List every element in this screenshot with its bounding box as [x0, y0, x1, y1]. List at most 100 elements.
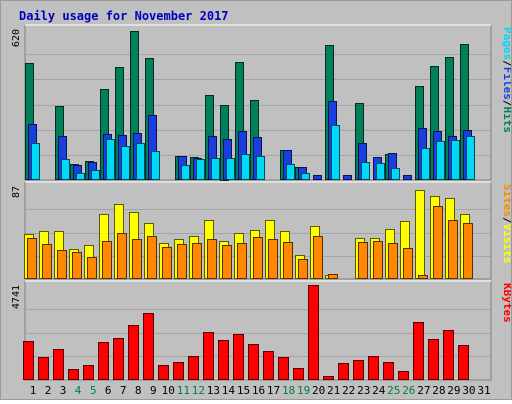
bar-kbytes-day-9 — [143, 313, 154, 380]
x-tick-day-13: 13 — [207, 384, 220, 397]
bar-pages-day-24 — [376, 163, 385, 180]
legend-entry: / — [501, 60, 511, 67]
bar-pages-day-28 — [436, 141, 445, 180]
x-tick-day-11: 11 — [177, 384, 190, 397]
bar-sites-day-3 — [57, 250, 67, 279]
legend-entry: Visits — [501, 224, 511, 264]
bar-kbytes-day-14 — [218, 340, 229, 380]
bar-sites-day-30 — [463, 223, 473, 279]
bar-files-day-26 — [403, 175, 412, 180]
x-tick-day-25: 25 — [387, 384, 400, 397]
bar-sites-day-12 — [192, 243, 202, 279]
bar-kbytes-day-24 — [368, 356, 379, 380]
bar-sites-day-5 — [87, 257, 97, 279]
bar-pages-day-15 — [241, 154, 250, 180]
bar-sites-day-20 — [313, 236, 323, 279]
bar-sites-day-7 — [117, 233, 127, 279]
bar-kbytes-day-13 — [203, 332, 214, 380]
bar-pages-day-18 — [286, 164, 295, 180]
bar-files-day-22 — [343, 175, 352, 180]
bar-pages-day-16 — [256, 156, 265, 180]
bar-sites-day-14 — [222, 245, 232, 279]
x-tick-day-3: 3 — [60, 384, 67, 397]
bar-kbytes-day-5 — [83, 365, 94, 380]
x-tick-day-22: 22 — [342, 384, 355, 397]
bar-sites-day-23 — [358, 242, 368, 279]
bar-sites-day-26 — [403, 248, 413, 279]
x-tick-day-20: 20 — [312, 384, 325, 397]
x-tick-day-30: 30 — [462, 384, 475, 397]
bar-sites-day-11 — [177, 244, 187, 279]
bar-sites-day-8 — [132, 239, 142, 279]
bar-kbytes-day-1 — [23, 341, 34, 380]
bar-sites-day-18 — [283, 242, 293, 279]
legend-entry: Pages — [501, 27, 511, 60]
bar-kbytes-day-25 — [383, 362, 394, 380]
bar-sites-day-13 — [207, 239, 217, 279]
y-max-label-visits-sites: 87 — [11, 186, 22, 198]
bar-pages-day-4 — [76, 173, 85, 180]
x-tick-day-8: 8 — [135, 384, 142, 397]
bar-pages-day-11 — [181, 165, 190, 180]
bar-sites-day-28 — [433, 206, 443, 279]
x-tick-day-18: 18 — [282, 384, 295, 397]
bar-pages-day-23 — [361, 162, 370, 180]
bar-kbytes-day-27 — [413, 322, 424, 380]
bar-kbytes-day-10 — [158, 365, 169, 380]
bar-pages-day-19 — [301, 173, 310, 180]
legend-entry: KBytes — [501, 283, 511, 323]
bar-files-day-20 — [313, 175, 322, 180]
bar-pages-day-12 — [196, 159, 205, 180]
legend-entry: / — [501, 100, 511, 107]
bar-kbytes-day-21 — [323, 376, 334, 380]
y-max-label-hits-files-pages: 620 — [11, 29, 22, 47]
legend-hits-files-pages: Pages/Files/Hits — [501, 27, 511, 133]
bar-kbytes-day-16 — [248, 344, 259, 380]
x-tick-day-7: 7 — [120, 384, 127, 397]
legend-entry: Files — [501, 67, 511, 100]
y-max-label-kbytes: 4741 — [11, 285, 22, 309]
bar-kbytes-day-20 — [308, 285, 319, 380]
bar-pages-day-25 — [391, 168, 400, 180]
bar-pages-day-30 — [466, 136, 475, 180]
x-tick-day-21: 21 — [327, 384, 340, 397]
bar-pages-day-13 — [211, 158, 220, 180]
legend-kbytes: KBytes — [501, 283, 511, 323]
x-tick-day-6: 6 — [105, 384, 112, 397]
bar-sites-day-27 — [418, 275, 428, 279]
bar-pages-day-8 — [136, 143, 145, 180]
legend-visits-sites: Sites/Visits — [501, 184, 511, 264]
bar-pages-day-14 — [226, 158, 235, 180]
chart-title: Daily usage for November 2017 — [19, 9, 229, 23]
x-tick-day-19: 19 — [297, 384, 310, 397]
bar-visits-day-27 — [415, 190, 425, 279]
bar-kbytes-day-19 — [293, 368, 304, 380]
x-tick-day-12: 12 — [192, 384, 205, 397]
bar-kbytes-day-18 — [278, 357, 289, 380]
bar-kbytes-day-8 — [128, 325, 139, 380]
bar-kbytes-day-15 — [233, 334, 244, 380]
bar-pages-day-7 — [121, 146, 130, 180]
bar-pages-day-5 — [91, 170, 100, 180]
x-tick-day-31: 31 — [477, 384, 490, 397]
bar-kbytes-day-29 — [443, 330, 454, 380]
x-tick-day-2: 2 — [45, 384, 52, 397]
bar-kbytes-day-22 — [338, 363, 349, 380]
bar-kbytes-day-28 — [428, 339, 439, 380]
x-tick-day-24: 24 — [372, 384, 386, 397]
bar-kbytes-day-17 — [263, 351, 274, 380]
bar-kbytes-day-23 — [353, 360, 364, 380]
x-tick-day-9: 9 — [150, 384, 157, 397]
bar-sites-day-6 — [102, 241, 112, 279]
x-tick-day-1: 1 — [30, 384, 37, 397]
bar-pages-day-6 — [106, 139, 115, 180]
x-tick-day-10: 10 — [162, 384, 175, 397]
bar-sites-day-16 — [253, 237, 263, 279]
legend-entry: / — [501, 217, 511, 224]
x-tick-day-4: 4 — [75, 384, 82, 397]
bar-kbytes-day-2 — [38, 357, 49, 380]
bar-sites-day-19 — [298, 259, 308, 279]
x-tick-day-26: 26 — [402, 384, 415, 397]
